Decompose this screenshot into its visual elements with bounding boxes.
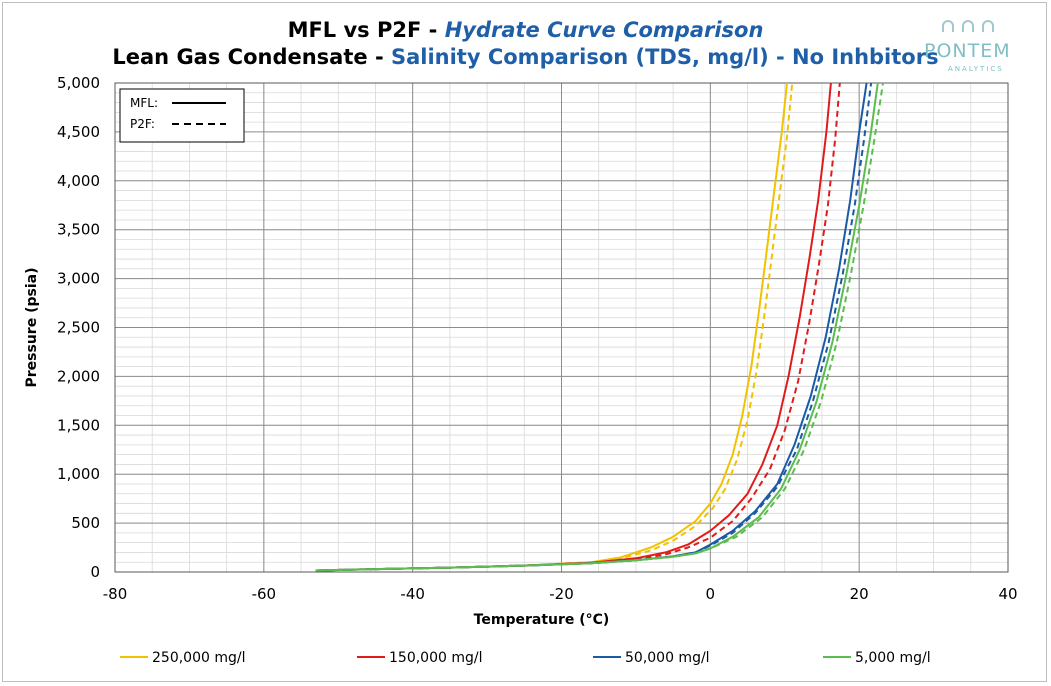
title-line1-prefix: MFL vs P2F -	[287, 18, 445, 42]
y-tick-label: 3,000	[57, 270, 100, 288]
series-legend-label: 50,000 mg/l	[625, 650, 710, 666]
style-legend-label: MFL:	[130, 96, 158, 110]
y-tick-label: 500	[71, 514, 100, 532]
x-tick-label: 40	[998, 585, 1017, 603]
title-line1-suffix: Hydrate Curve Comparison	[444, 18, 764, 42]
series-line-dashed	[315, 82, 884, 572]
series-legend-label: 250,000 mg/l	[152, 650, 245, 666]
logo-subtitle: ANALYTICS	[948, 65, 1004, 73]
y-tick-label: 5,000	[57, 74, 100, 92]
pontem-logo-icon	[942, 20, 994, 32]
y-tick-label: 0	[90, 563, 100, 581]
y-tick-label: 4,000	[57, 172, 100, 190]
y-tick-label: 2,000	[57, 367, 100, 385]
title-line2-prefix: Lean Gas Condensate -	[112, 45, 391, 69]
chart-title-line2: Lean Gas Condensate - Salinity Compariso…	[0, 45, 1051, 69]
logo-name: PONTEM	[924, 40, 1011, 62]
series-legend-label: 150,000 mg/l	[389, 650, 482, 666]
x-tick-label: -60	[252, 585, 277, 603]
plot-area-border	[114, 82, 1009, 573]
series-line-solid	[315, 82, 879, 572]
series-line-solid	[315, 82, 788, 572]
x-tick-label: -40	[400, 585, 425, 603]
y-tick-label: 4,500	[57, 123, 100, 141]
x-axis-label: Temperature (°C)	[474, 612, 610, 628]
series-line-dashed	[315, 82, 873, 572]
series-legend-label: 5,000 mg/l	[855, 650, 931, 666]
y-tick-label: 1,500	[57, 416, 100, 434]
chart-title-line1: MFL vs P2F - Hydrate Curve Comparison	[0, 18, 1051, 42]
series-line-dashed	[315, 82, 794, 572]
title-line2-suffix: Salinity Comparison (TDS, mg/l) - No Inh…	[390, 45, 939, 69]
y-axis-label: Pressure (psia)	[24, 268, 40, 388]
x-tick-label: -80	[103, 585, 128, 603]
y-tick-label: 1,000	[57, 465, 100, 483]
series-line-dashed	[315, 82, 841, 572]
series-line-solid	[315, 82, 832, 572]
y-tick-label: 2,500	[57, 319, 100, 337]
y-tick-label: 3,500	[57, 221, 100, 239]
x-tick-label: 0	[706, 585, 716, 603]
x-tick-label: 20	[850, 585, 869, 603]
x-tick-label: -20	[549, 585, 574, 603]
style-legend-label: P2F:	[130, 117, 155, 131]
style-legend-box	[119, 88, 245, 143]
